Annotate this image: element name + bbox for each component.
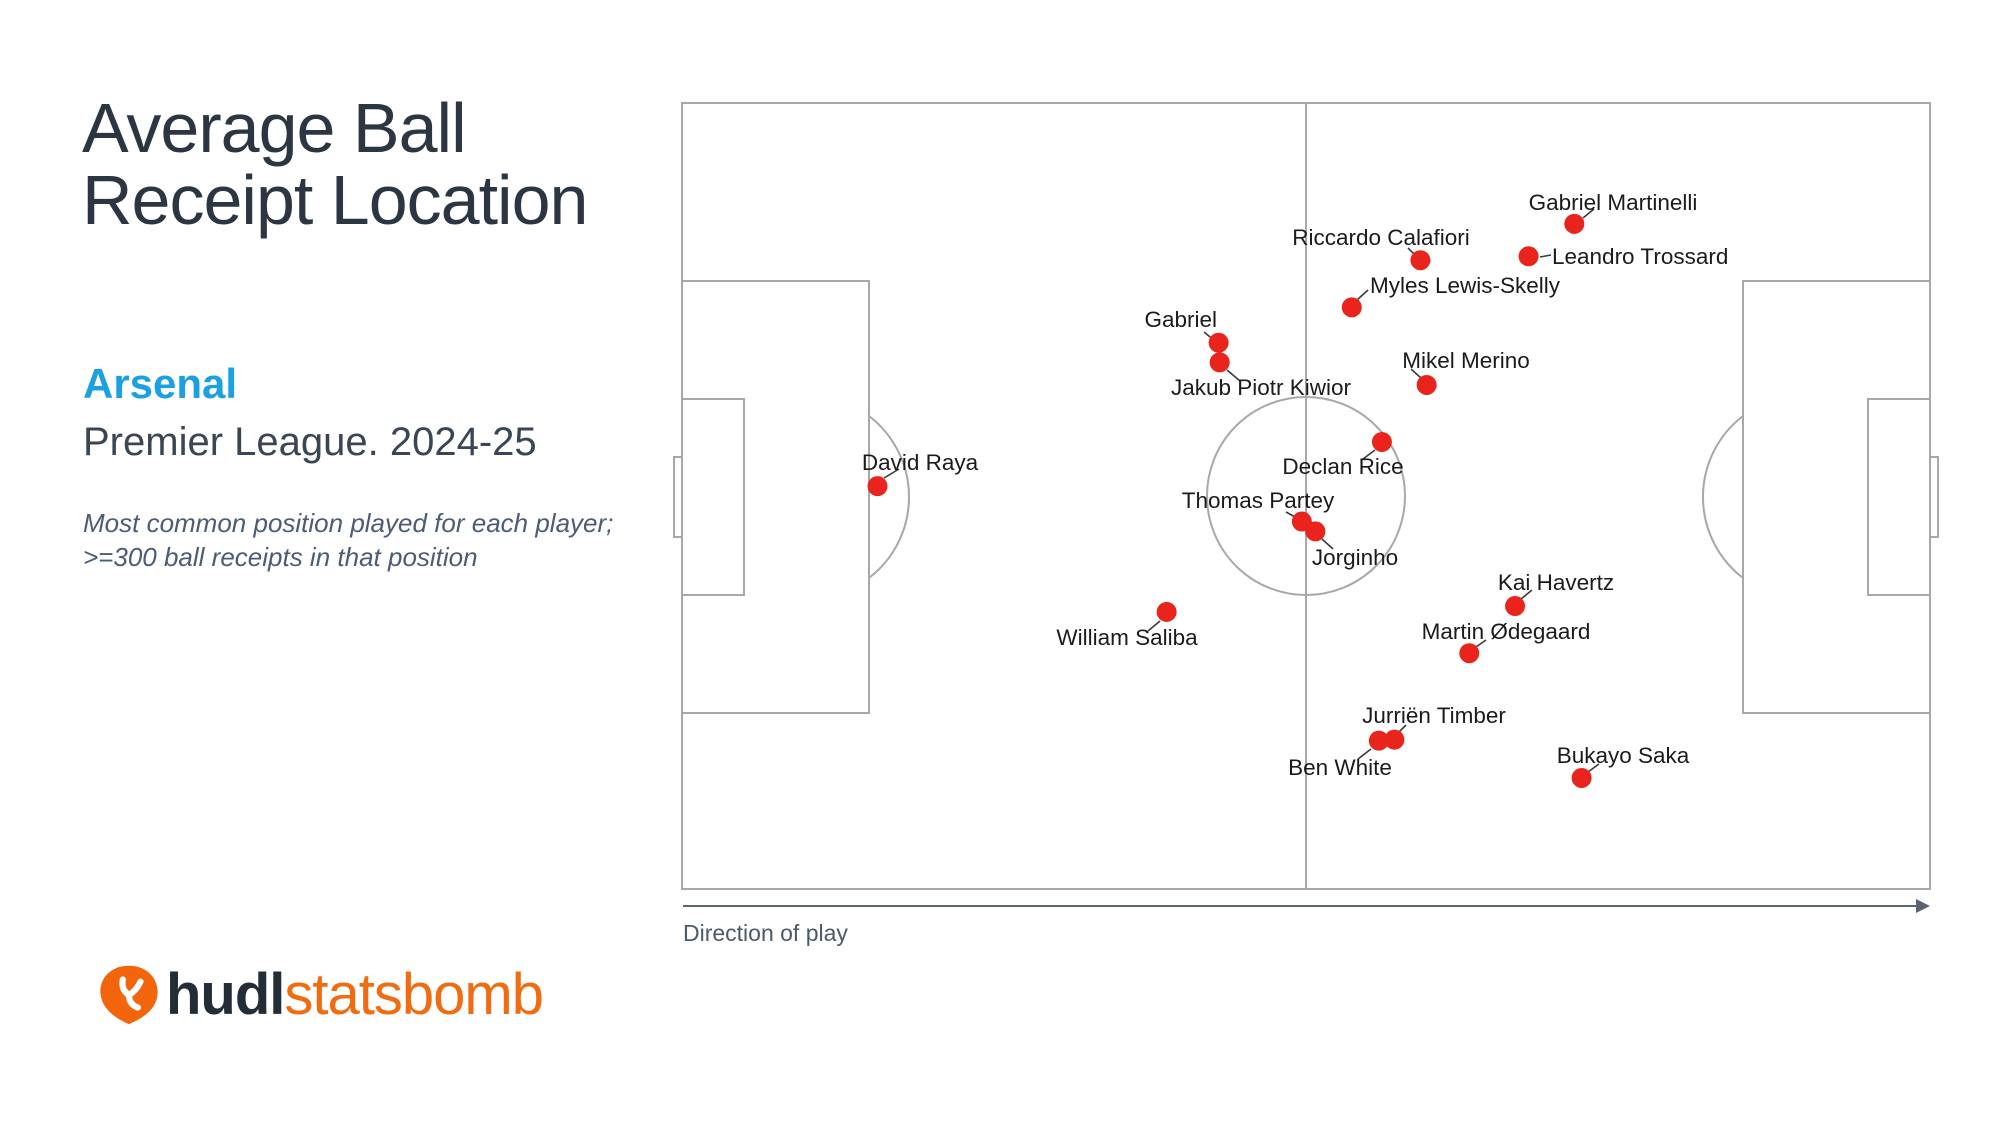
player-dot — [1384, 729, 1405, 750]
player-dot — [1305, 521, 1326, 542]
six-yard-box-right — [1867, 398, 1931, 596]
player-label: David Raya — [862, 450, 979, 475]
label-connector-line — [1410, 368, 1422, 379]
direction-arrow-head — [1916, 899, 1930, 913]
player-dot — [1459, 643, 1480, 664]
player-label: Mikel Merino — [1402, 348, 1530, 373]
page-title: Average Ball Receipt Location — [82, 89, 588, 239]
note-line-2: >=300 ball receipts in that position — [83, 542, 478, 572]
player-dot — [1518, 246, 1539, 267]
player-dot — [1368, 730, 1389, 751]
player-dot — [1156, 601, 1177, 622]
methodology-note: Most common position played for each pla… — [83, 506, 613, 574]
brand-word-hudl: hudl — [166, 962, 285, 1027]
label-connector-line — [1582, 208, 1595, 219]
player-dot — [1371, 431, 1392, 452]
player-label: Martin Ødegaard — [1422, 619, 1591, 644]
player-dot — [1410, 250, 1431, 271]
team-name: Arsenal — [83, 360, 238, 407]
title-line-1: Average Ball — [82, 89, 467, 167]
label-connector-line — [1356, 289, 1369, 301]
label-connector-line — [1475, 639, 1487, 648]
player-dot — [1209, 352, 1230, 373]
player-label: Gabriel Martinelli — [1529, 190, 1698, 215]
player-dot — [867, 476, 888, 497]
label-connector-line — [1539, 254, 1552, 258]
label-connector-line — [1147, 620, 1161, 632]
label-connector-line — [1357, 748, 1372, 760]
player-dot — [1208, 332, 1229, 353]
player-label: Kai Havertz — [1498, 570, 1614, 595]
direction-of-play-label: Direction of play — [683, 920, 848, 946]
center-circle — [1206, 396, 1406, 596]
player-label: Bukayo Saka — [1557, 743, 1690, 768]
hudl-logo-icon — [100, 965, 158, 1025]
player-dot — [1416, 374, 1437, 395]
brand-word-statsbomb: statsbomb — [284, 962, 544, 1027]
label-connector-line — [1321, 538, 1334, 550]
player-dot — [1341, 297, 1362, 318]
title-line-2: Receipt Location — [82, 161, 588, 239]
player-dot — [1505, 596, 1526, 617]
six-yard-box-left — [681, 398, 745, 596]
player-dot — [1571, 767, 1592, 788]
player-label: Declan Rice — [1282, 454, 1403, 479]
player-label: Gabriel — [1144, 307, 1217, 332]
label-connector-line — [883, 468, 900, 479]
player-label: Leandro Trossard — [1552, 244, 1728, 269]
note-line-1: Most common position played for each pla… — [83, 508, 614, 538]
player-label: Thomas Partey — [1182, 488, 1335, 513]
player-label: Jakub Piotr Kiwior — [1171, 375, 1352, 400]
label-connector-line — [1226, 369, 1241, 382]
label-connector-line — [1587, 763, 1600, 773]
player-label: Jorginho — [1312, 545, 1398, 570]
label-connector-line — [1520, 589, 1533, 600]
goal-right — [1929, 456, 1939, 538]
player-dot — [1564, 213, 1585, 234]
goal-left — [673, 456, 683, 538]
player-label: Ben White — [1288, 755, 1392, 780]
player-label: Jurriën Timber — [1362, 703, 1506, 728]
penalty-arc-left — [868, 415, 910, 579]
player-label: Riccardo Calafiori — [1292, 225, 1470, 250]
brand-logo: hudl statsbomb — [98, 962, 544, 1028]
player-label: Myles Lewis-Skelly — [1370, 273, 1561, 298]
penalty-area-right — [1742, 280, 1931, 714]
competition-season: Premier League. 2024-25 — [83, 420, 537, 464]
label-connector-line — [1362, 449, 1376, 460]
player-label: William Saliba — [1056, 625, 1198, 650]
penalty-area-left — [681, 280, 870, 714]
penalty-arc-right — [1702, 415, 1744, 579]
